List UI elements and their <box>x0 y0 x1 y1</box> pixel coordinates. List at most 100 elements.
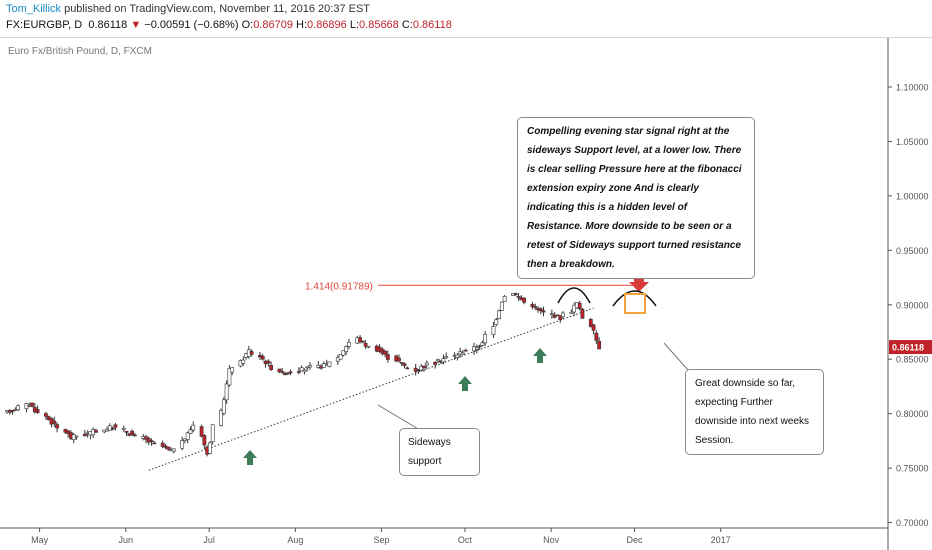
candle-up <box>230 367 235 373</box>
candle-up <box>227 368 232 386</box>
callout-connector <box>377 404 421 431</box>
candle-up <box>549 313 554 316</box>
close-label: C: <box>401 19 413 31</box>
candle-down <box>580 308 585 319</box>
candle-up <box>210 424 215 442</box>
candle-up <box>16 405 21 411</box>
evening-star-annotation: Compelling evening star signal right at … <box>517 117 755 279</box>
x-tick-label: Dec <box>627 535 644 545</box>
candle-down <box>397 357 401 362</box>
candle-down <box>144 436 148 440</box>
x-tick-label: 2017 <box>711 535 731 545</box>
candle-down <box>541 310 546 313</box>
candle-down <box>422 365 426 369</box>
candle-down <box>113 424 118 428</box>
candle-down <box>538 308 543 312</box>
candle-down <box>577 302 582 309</box>
low-label: L: <box>349 19 360 31</box>
candle-up <box>224 383 229 401</box>
author-link[interactable]: Tom_Killick <box>6 3 62 15</box>
candle-down <box>385 354 390 360</box>
x-tick-label: Oct <box>458 535 473 545</box>
candle-down <box>594 332 599 341</box>
candle-down <box>94 430 98 433</box>
publish-info: published on TradingView.com, November 1… <box>61 3 371 15</box>
candle-up <box>494 319 499 325</box>
candle-down <box>399 362 404 364</box>
open-label: O: <box>241 19 254 31</box>
candle-down <box>260 356 265 360</box>
candle-down <box>152 442 157 445</box>
candle-up <box>322 363 326 368</box>
callout-connector <box>663 342 689 371</box>
candle-down <box>55 424 59 429</box>
open-value: 0.86709 <box>253 19 293 31</box>
candle-up <box>219 410 223 426</box>
candle-down <box>163 445 168 448</box>
candle-up <box>221 399 226 414</box>
candle-down <box>266 360 271 364</box>
candle-up <box>341 350 346 356</box>
candle-down <box>10 410 15 412</box>
time-axis: May Jun Jul Aug Sep Oct Nov Dec 2017 <box>31 528 731 545</box>
candle-up <box>344 346 349 352</box>
y-tick-label: 1.00000 <box>896 191 929 201</box>
x-tick-label: Nov <box>543 535 560 545</box>
y-tick-label: 0.90000 <box>896 300 929 310</box>
high-value: 0.86896 <box>307 19 347 31</box>
symbol-label: FX:EURGBP, D <box>6 19 83 31</box>
candle-up <box>299 367 304 372</box>
header-divider <box>0 37 932 38</box>
candle-down <box>82 433 87 437</box>
candle-down <box>199 426 204 437</box>
candle-down <box>402 363 407 367</box>
x-tick-label: Jul <box>203 535 215 545</box>
y-tick-label: 1.10000 <box>896 83 929 93</box>
candle-up <box>121 428 126 430</box>
candle-down <box>130 430 135 435</box>
top-arc <box>612 290 657 307</box>
candle-down <box>363 343 368 347</box>
candle-up <box>461 352 465 355</box>
candle-up <box>347 342 351 347</box>
candle-up <box>483 334 488 344</box>
candle-up <box>499 301 504 311</box>
current-price: 0.86118 <box>88 19 128 31</box>
candle-down <box>285 372 290 375</box>
candle-up <box>497 310 501 319</box>
candle-down <box>277 368 282 373</box>
candle-down <box>513 293 518 295</box>
downside-annotation: Great downside so far, expecting Further… <box>685 369 824 455</box>
candle-up <box>480 342 485 346</box>
candle-up <box>338 354 343 360</box>
candle-down <box>530 304 535 308</box>
candle-up <box>74 435 79 438</box>
x-tick-label: May <box>31 535 49 545</box>
y-tick-label: 0.75000 <box>896 464 929 474</box>
candle-up <box>191 424 196 431</box>
candle-down <box>405 367 410 370</box>
candle-down <box>383 350 387 355</box>
candle-down <box>166 446 171 450</box>
candle-up <box>435 359 440 362</box>
fib-label: 1.414(0.91789) <box>305 281 373 292</box>
candle-down <box>522 297 526 303</box>
y-tick-label: 0.95000 <box>896 246 929 256</box>
candle-down <box>558 315 563 320</box>
candle-up <box>305 366 310 369</box>
x-tick-label: Aug <box>287 535 303 545</box>
high-label: H: <box>296 19 308 31</box>
last-price-tag <box>889 340 932 355</box>
candle-down <box>52 420 57 424</box>
candle-up <box>208 442 212 454</box>
candle-up <box>327 361 332 367</box>
candle-down <box>30 402 34 407</box>
candle-down <box>533 306 538 308</box>
buy-arrow-icon <box>458 376 472 391</box>
y-tick-label: 1.05000 <box>896 137 929 147</box>
sideways-support-annotation: Sideways support <box>399 428 480 476</box>
candle-down <box>280 371 285 373</box>
candle-up <box>366 345 371 348</box>
candle-down <box>358 337 362 343</box>
close-value: 0.86118 <box>412 19 452 31</box>
